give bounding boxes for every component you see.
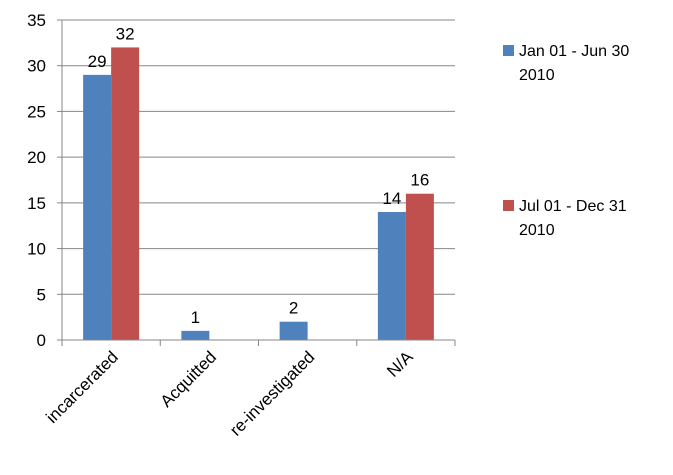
legend-label: Jul 01 - Dec 31 <box>519 198 627 215</box>
legend-label: 2010 <box>519 222 555 239</box>
legend-swatch <box>503 200 514 211</box>
data-label: 16 <box>410 171 429 190</box>
y-tick-label: 15 <box>27 194 46 213</box>
x-tick-label: re-investigated <box>226 347 318 439</box>
bar-jul-dec-0 <box>111 47 140 341</box>
y-tick-label: 5 <box>37 285 46 304</box>
bar-jan-jun-2 <box>279 321 308 340</box>
bar-jan-jun-1 <box>181 330 210 340</box>
bars <box>83 47 434 341</box>
legend-swatch <box>503 45 514 56</box>
x-tick-label: Acquitted <box>157 347 221 411</box>
y-tick-label: 10 <box>27 240 46 259</box>
y-tick-label: 20 <box>27 148 46 167</box>
x-tick-label: incarcerated <box>42 347 122 427</box>
data-label: 1 <box>191 308 200 327</box>
legend-label: 2010 <box>519 67 555 84</box>
bar-jan-jun-0 <box>83 74 112 340</box>
y-tick-label: 0 <box>37 331 46 350</box>
y-tick-label: 35 <box>27 11 46 30</box>
legend: Jan 01 - Jun 30 2010 Jul 01 - Dec 31 2010 <box>503 43 629 239</box>
data-label: 29 <box>88 52 107 71</box>
y-tick-label: 25 <box>27 102 46 121</box>
x-tick-label: N/A <box>383 347 417 381</box>
data-label: 32 <box>116 24 135 43</box>
bar-jan-jun-3 <box>377 212 406 340</box>
y-axis-tick-labels: 0 5 10 15 20 25 30 35 <box>27 11 46 350</box>
y-tick-label: 30 <box>27 57 46 76</box>
bar-jul-dec-3 <box>405 193 434 340</box>
data-label: 2 <box>289 299 298 318</box>
data-label: 14 <box>382 189 401 208</box>
x-axis-tick-labels: incarcerated Acquitted re-investigated N/A <box>42 347 417 440</box>
axes <box>57 19 456 346</box>
legend-label: Jan 01 - Jun 30 <box>519 43 629 60</box>
